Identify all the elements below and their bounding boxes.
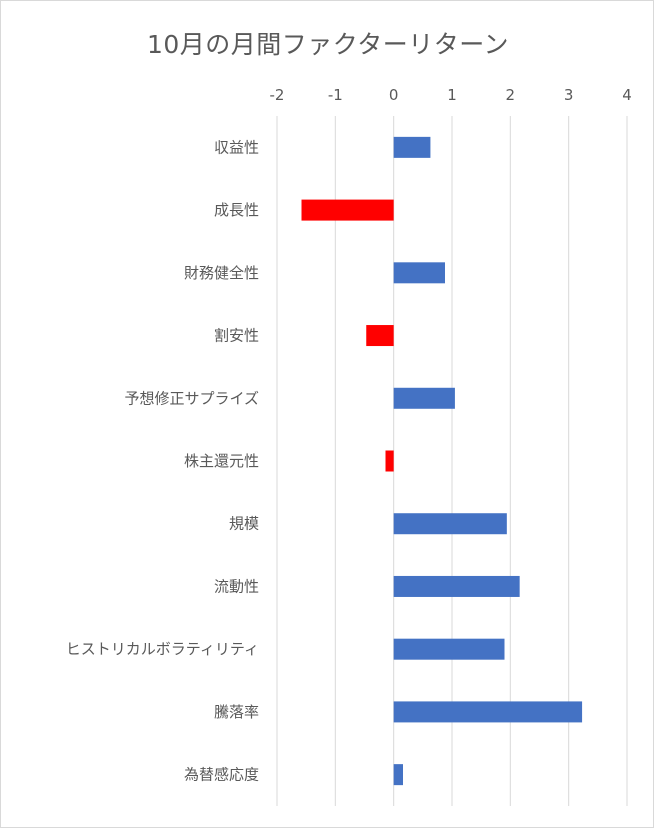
- category-label: 流動性: [214, 577, 259, 595]
- category-label: 財務健全性: [184, 264, 259, 282]
- bar: [301, 199, 394, 221]
- bar: [393, 136, 431, 158]
- bar: [393, 575, 520, 597]
- bar: [385, 450, 394, 472]
- category-label: 予想修正サプライズ: [124, 389, 259, 407]
- x-tick-label: 1: [447, 86, 457, 104]
- chart-title: 10月の月間ファクターリターン: [146, 30, 510, 59]
- category-label: 成長性: [214, 201, 259, 219]
- category-label: ヒストリカルボラティリティ: [66, 640, 259, 658]
- x-tick-label: 4: [622, 86, 632, 104]
- x-tick-label: 2: [506, 86, 516, 104]
- bar: [393, 387, 455, 409]
- bar: [393, 513, 507, 535]
- x-tick-label: 0: [389, 86, 399, 104]
- bar: [393, 701, 583, 723]
- x-tick-label: 3: [564, 86, 574, 104]
- category-label: 騰落率: [214, 703, 259, 721]
- category-label: 規模: [229, 515, 259, 533]
- category-label: 為替感応度: [184, 766, 259, 784]
- bar: [393, 262, 445, 284]
- bar: [393, 764, 403, 786]
- category-label: 株主還元性: [184, 452, 259, 470]
- category-label: 割安性: [214, 327, 259, 345]
- x-tick-label: -2: [270, 86, 285, 104]
- bar: [393, 638, 505, 660]
- category-label: 収益性: [214, 138, 259, 156]
- bar: [366, 325, 394, 347]
- x-tick-label: -1: [328, 86, 343, 104]
